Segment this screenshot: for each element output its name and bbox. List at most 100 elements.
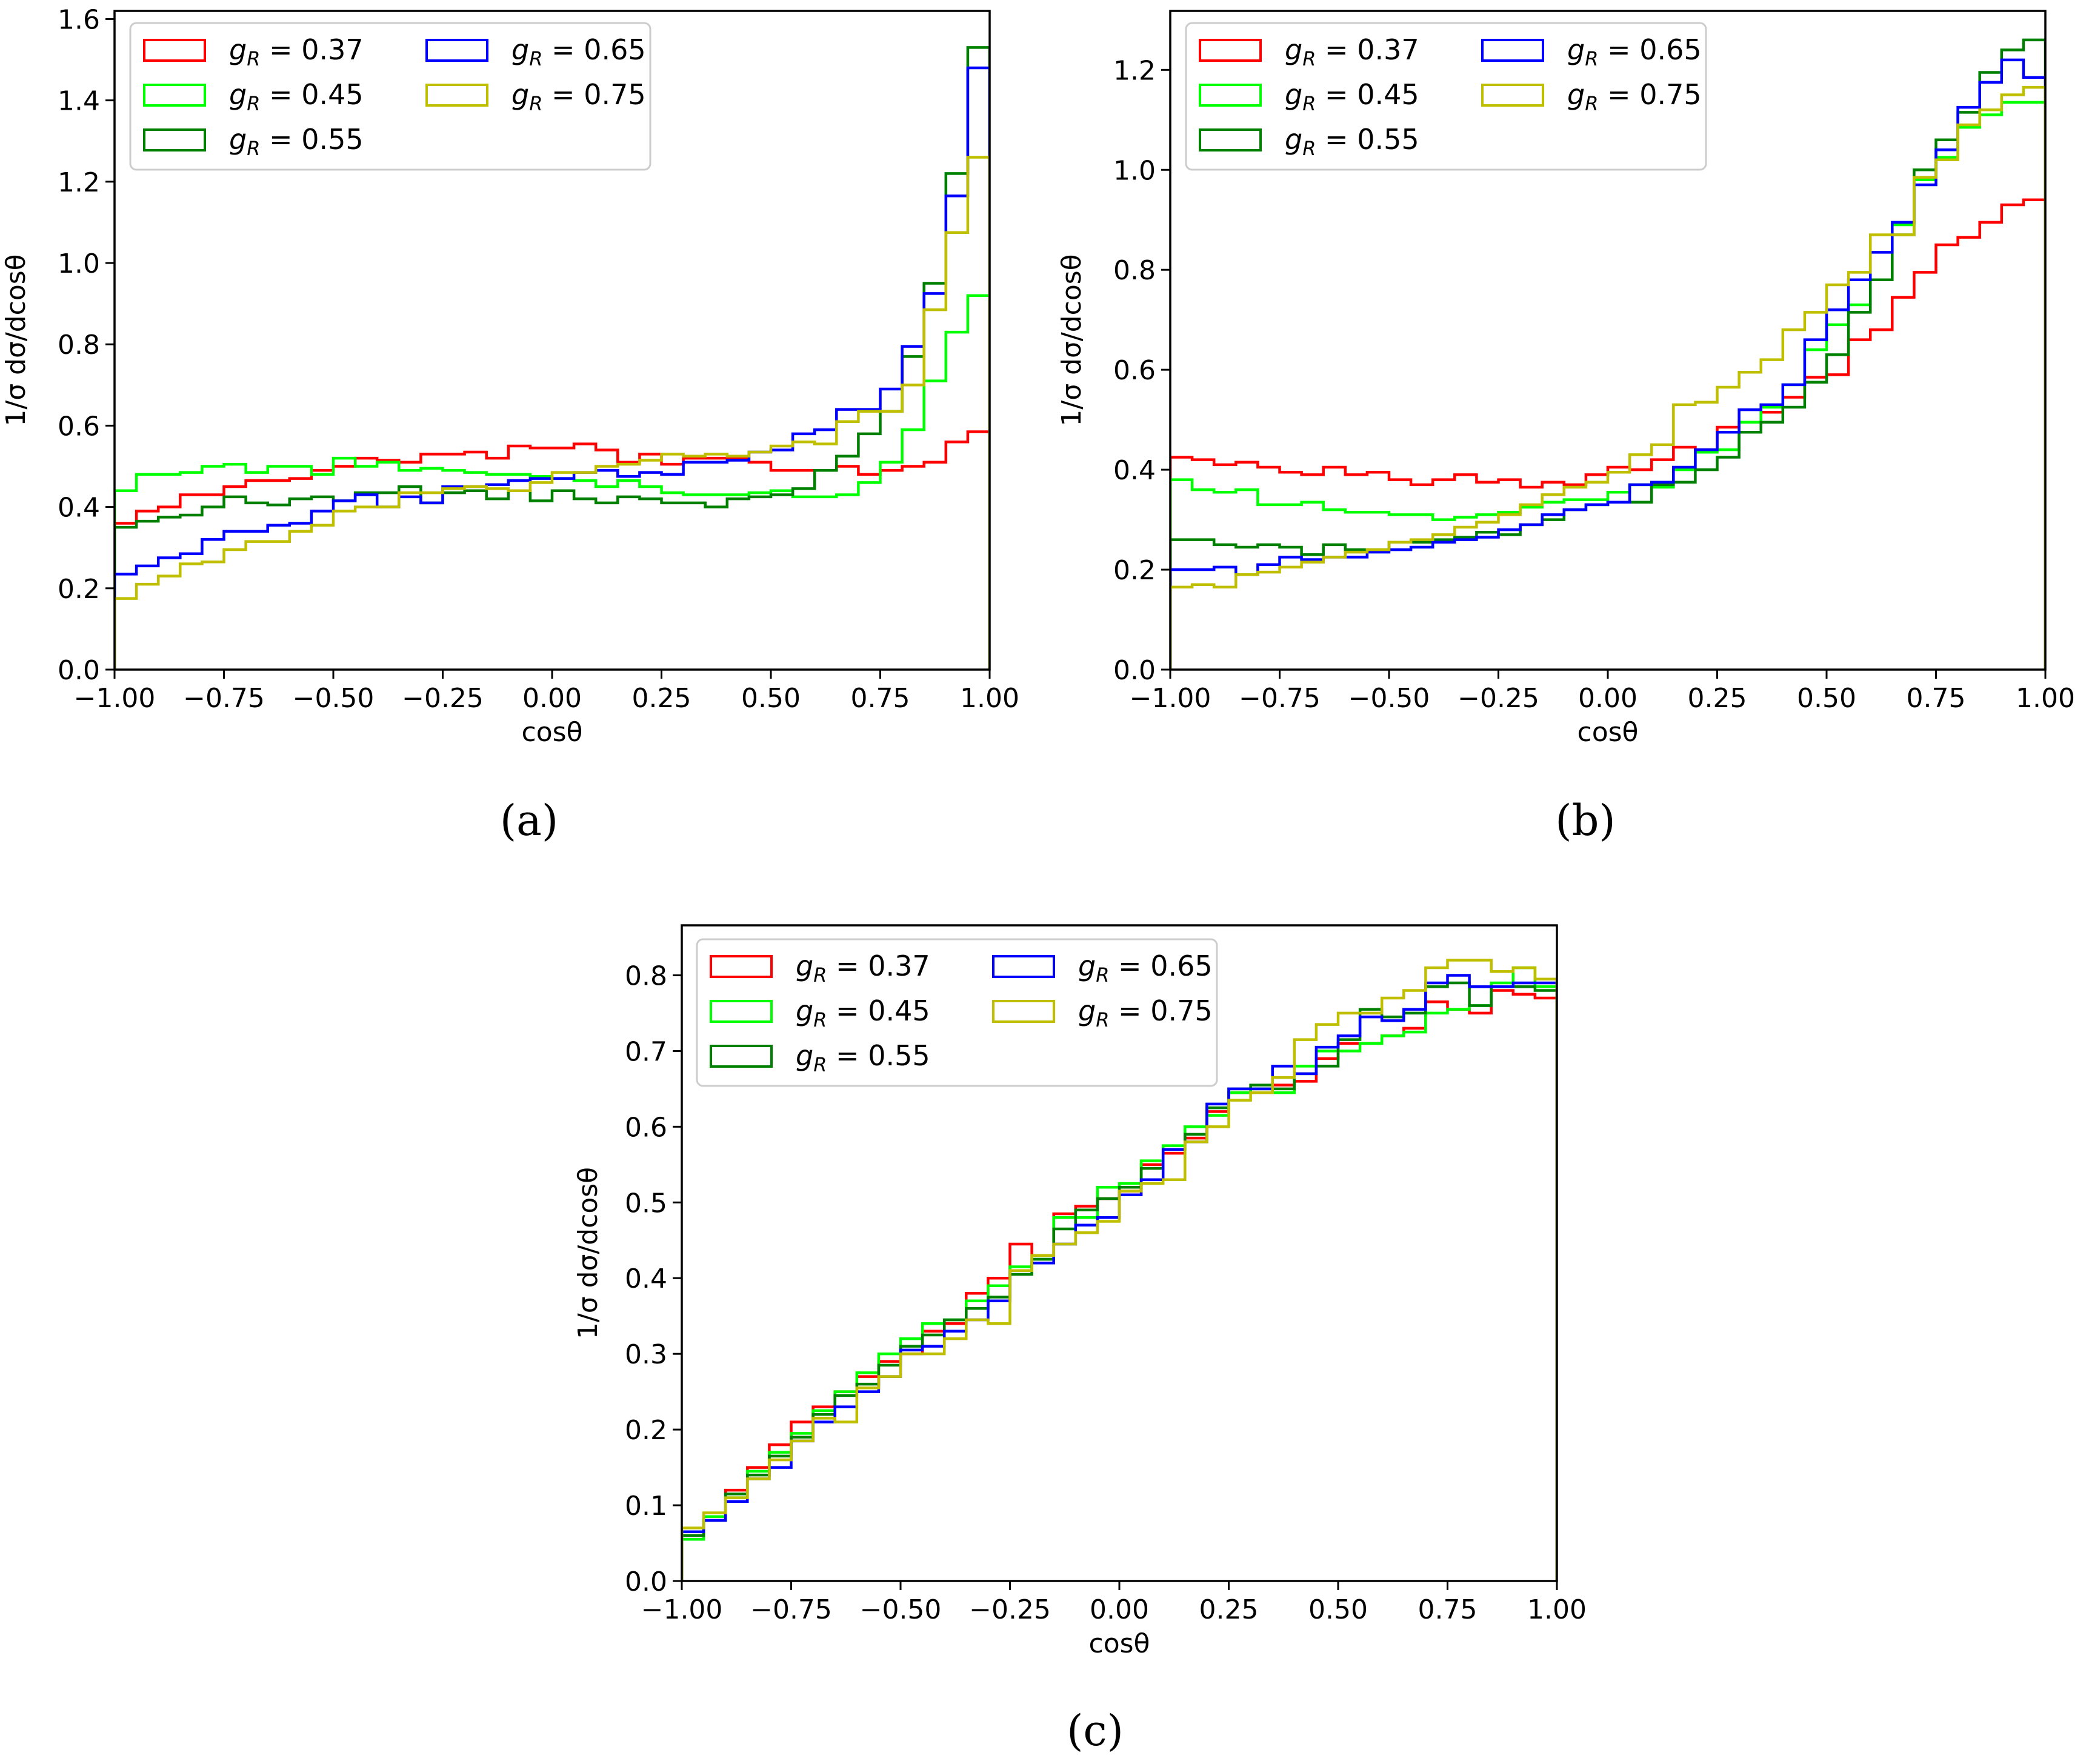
- series-group: [682, 959, 1557, 1581]
- panel-b: −1.00 −0.75 −0.50 −0.25 0.00 0.25 0.50 0.75 1.00…: [1056, 10, 2075, 748]
- legend-swatch: [710, 1000, 773, 1023]
- x-tick-label: −0.75: [1239, 683, 1321, 714]
- x-tick-label: −0.50: [860, 1594, 942, 1625]
- legend: gR = 0.37 gR = 0.45 gR = 0.55 gR = 0.65 gR =…: [696, 938, 1218, 1087]
- x-tick-label: 0.00: [522, 683, 582, 714]
- y-tick-label: 1.6: [58, 4, 100, 35]
- x-tick-label: 0.75: [1907, 683, 1966, 714]
- legend-item-gr-065: gR = 0.65: [1481, 33, 1702, 70]
- x-axis-label: cosθ: [522, 717, 583, 748]
- legend-item-gr-055: gR = 0.55: [710, 1039, 930, 1076]
- series-line-gr-037: [115, 430, 990, 670]
- y-axis-label: 1/σ dσ/dcosθ: [573, 1167, 604, 1339]
- y-tick-label: 1.4: [58, 86, 100, 117]
- series-line-gr-045: [682, 966, 1557, 1581]
- series-line-gr-055: [115, 46, 990, 670]
- legend-item-gr-045: gR = 0.45: [710, 994, 930, 1031]
- legend-item-gr-055: gR = 0.55: [143, 123, 364, 160]
- legend-swatch: [710, 955, 773, 978]
- y-tick-label: 0.2: [625, 1415, 667, 1446]
- legend-swatch: [710, 1045, 773, 1068]
- legend-label: gR = 0.55: [1285, 123, 1419, 160]
- x-tick-label: 0.50: [741, 683, 801, 714]
- x-tick-label: −1.00: [74, 683, 156, 714]
- x-tick-label: 0.00: [1578, 683, 1638, 714]
- y-tick-label: 1.2: [1113, 55, 1156, 86]
- legend-item-gr-037: gR = 0.37: [143, 33, 364, 70]
- legend-swatch: [143, 84, 206, 107]
- y-tick-label: 0.4: [58, 493, 100, 524]
- legend-swatch: [143, 128, 206, 151]
- y-tick-label: 0.8: [625, 960, 667, 991]
- legend-item-gr-065: gR = 0.65: [425, 33, 646, 70]
- x-tick-label: −1.00: [641, 1594, 723, 1625]
- x-axis-label: cosθ: [1578, 717, 1639, 748]
- caption-c: (c): [1067, 1706, 1124, 1756]
- legend-item-gr-055: gR = 0.55: [1199, 123, 1419, 160]
- y-axis-label: 1/σ dσ/dcosθ: [1056, 254, 1087, 426]
- x-tick-label: 0.25: [1199, 1594, 1259, 1625]
- y-tick-label: 0.5: [625, 1188, 667, 1219]
- legend-swatch: [143, 39, 206, 62]
- legend-item-gr-075: gR = 0.75: [992, 994, 1213, 1031]
- legend-item-gr-045: gR = 0.45: [143, 78, 364, 115]
- y-tick-label: 0.4: [625, 1263, 667, 1294]
- y-tick-label: 0.8: [58, 330, 100, 361]
- legend-label: gR = 0.75: [1567, 78, 1702, 115]
- y-tick-label: 0.8: [1113, 255, 1156, 286]
- x-tick-label: 1.00: [1527, 1594, 1587, 1625]
- legend-label: gR = 0.65: [1567, 33, 1702, 70]
- legend-label: gR = 0.45: [796, 994, 930, 1031]
- series-line-gr-075: [682, 959, 1557, 1581]
- legend-label: gR = 0.37: [229, 33, 364, 70]
- x-tick-label: 0.75: [1418, 1594, 1478, 1625]
- legend-label: gR = 0.45: [229, 78, 364, 115]
- y-tick-label: 0.6: [625, 1112, 667, 1143]
- legend-box: [1185, 22, 1707, 171]
- y-axis-label: 1/σ dσ/dcosθ: [1, 254, 32, 426]
- legend-swatch: [1199, 84, 1262, 107]
- legend-item-gr-045: gR = 0.45: [1199, 78, 1419, 115]
- y-tick-label: 1.2: [58, 167, 100, 198]
- legend-label: gR = 0.55: [796, 1039, 930, 1076]
- legend-label: gR = 0.37: [1285, 33, 1419, 70]
- legend: gR = 0.37 gR = 0.45 gR = 0.55 gR = 0.65 gR =…: [1185, 22, 1707, 171]
- x-tick-label: −0.75: [183, 683, 265, 714]
- caption-a: (a): [500, 796, 558, 845]
- series-group: [1170, 38, 2045, 670]
- series-line-gr-075: [1170, 85, 2045, 670]
- legend-item-gr-075: gR = 0.75: [1481, 78, 1702, 115]
- legend-swatch: [1199, 39, 1262, 62]
- y-tick-label: 0.2: [1113, 555, 1156, 586]
- legend-box: [696, 938, 1218, 1087]
- legend-item-gr-065: gR = 0.65: [992, 950, 1213, 987]
- x-tick-label: −0.25: [969, 1594, 1051, 1625]
- x-tick-label: −0.50: [293, 683, 375, 714]
- y-tick-label: 0.0: [1113, 655, 1156, 686]
- legend-swatch: [1199, 128, 1262, 151]
- y-tick-label: 0.1: [625, 1491, 667, 1522]
- x-tick-label: 0.50: [1308, 1594, 1368, 1625]
- caption-b: (b): [1555, 796, 1615, 845]
- y-tick-label: 0.3: [625, 1339, 667, 1370]
- x-tick-label: 0.50: [1797, 683, 1856, 714]
- y-tick-label: 0.7: [625, 1036, 667, 1067]
- legend-label: gR = 0.65: [511, 33, 646, 70]
- legend-label: gR = 0.37: [796, 950, 930, 987]
- legend-item-gr-037: gR = 0.37: [710, 950, 930, 987]
- legend-label: gR = 0.65: [1078, 950, 1213, 987]
- x-tick-label: 1.00: [2016, 683, 2075, 714]
- y-tick-label: 0.0: [625, 1566, 667, 1597]
- legend-label: gR = 0.75: [1078, 994, 1213, 1031]
- legend-swatch: [992, 955, 1055, 978]
- x-tick-label: −1.00: [1130, 683, 1211, 714]
- legend-item-gr-037: gR = 0.37: [1199, 33, 1419, 70]
- x-tick-label: 0.00: [1090, 1594, 1149, 1625]
- legend-swatch: [1481, 39, 1544, 62]
- panel-a: −1.00 −0.75 −0.50 −0.25 0.00 0.25 0.50 0.75 1.00…: [1, 4, 1019, 748]
- legend-item-gr-075: gR = 0.75: [425, 78, 646, 115]
- legend: gR = 0.37 gR = 0.45 gR = 0.55 gR = 0.65 gR =…: [129, 22, 651, 171]
- legend-swatch: [425, 39, 488, 62]
- y-tick-label: 1.0: [1113, 155, 1156, 186]
